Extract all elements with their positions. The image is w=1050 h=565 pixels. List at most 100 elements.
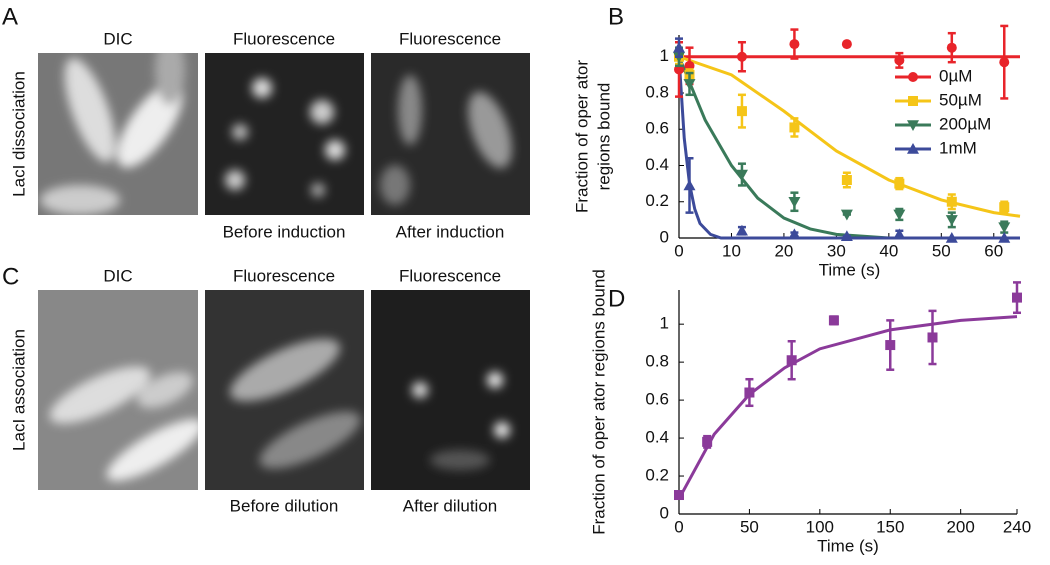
marker: [946, 42, 957, 53]
image-caption: After dilution: [403, 496, 498, 515]
y-tick-label: 1: [660, 46, 669, 65]
y-axis-label: Fraction of oper ator regions bound: [589, 269, 608, 535]
marker: [945, 215, 958, 226]
image-title: Fluorescence: [399, 29, 501, 48]
marker: [702, 436, 713, 447]
x-tick-label: 100: [806, 517, 834, 536]
fluorescence-image: [371, 290, 530, 490]
x-tick-label: 150: [876, 517, 904, 536]
fit-line: [677, 315, 1018, 500]
marker: [998, 232, 1011, 243]
legend-label: 0µM: [939, 66, 972, 85]
x-tick-label: 50: [932, 241, 951, 260]
marker: [999, 57, 1010, 68]
fit-line: [677, 56, 1020, 240]
marker: [788, 196, 801, 208]
image-title: Fluorescence: [399, 266, 501, 285]
marker: [736, 106, 747, 117]
marker: [841, 175, 852, 185]
marker: [946, 196, 957, 207]
y-tick-label: 0.2: [645, 466, 669, 485]
fluorescence-image: [371, 53, 530, 215]
marker: [840, 209, 853, 221]
marker: [674, 490, 684, 501]
row-label: LacI dissociation: [9, 71, 28, 197]
images: [38, 53, 530, 490]
image-title: Fluorescence: [233, 29, 335, 48]
y-tick-label: 0.6: [645, 390, 669, 409]
y-tick-label: 0.4: [645, 155, 669, 174]
marker: [907, 143, 919, 154]
marker: [789, 122, 800, 133]
image-caption: Before dilution: [230, 496, 339, 515]
marker: [786, 355, 797, 366]
legend-label: 1mM: [939, 138, 977, 157]
dic-image: [38, 290, 198, 490]
marker: [908, 96, 918, 106]
marker: [894, 55, 905, 66]
marker: [908, 72, 918, 82]
marker: [1012, 292, 1022, 303]
marker: [998, 222, 1011, 234]
marker: [828, 315, 839, 326]
y-tick-label: 0: [660, 503, 669, 522]
marker: [927, 332, 938, 343]
y-axis-label: regions bound: [594, 83, 613, 191]
dic-image: [38, 53, 198, 215]
y-tick-label: 0.8: [645, 352, 669, 371]
image-title: DIC: [103, 29, 132, 48]
panel-letter: C: [2, 263, 19, 290]
marker: [735, 169, 748, 181]
image-title: Fluorescence: [233, 266, 335, 285]
marker: [840, 230, 853, 241]
marker: [907, 120, 919, 131]
x-tick-label: 20: [774, 241, 793, 260]
x-tick-label: 0: [674, 517, 683, 536]
marker: [893, 209, 906, 221]
panel-letter: D: [608, 285, 625, 312]
row-label: LacI association: [9, 329, 28, 451]
image-caption: After induction: [396, 222, 505, 241]
marker: [735, 224, 748, 236]
panel-letter: B: [608, 3, 624, 30]
x-axis-label: Time (s): [817, 536, 879, 555]
marker: [683, 179, 696, 191]
marker: [893, 228, 906, 240]
marker: [673, 41, 685, 53]
y-tick-label: 0.6: [645, 119, 669, 138]
marker: [841, 39, 852, 50]
marker: [945, 232, 958, 243]
marker: [894, 178, 905, 189]
y-tick-label: 0.2: [645, 191, 669, 210]
x-tick-label: 10: [722, 241, 741, 260]
marker: [736, 51, 747, 62]
x-tick-label: 50: [740, 517, 759, 536]
legend-label: 200µM: [939, 114, 991, 133]
marker: [683, 79, 696, 90]
image-title: DIC: [103, 266, 132, 285]
marker: [744, 387, 755, 398]
x-tick-label: 200: [946, 517, 974, 536]
fluorescence-image: [205, 290, 364, 490]
x-tick-label: 0: [674, 241, 683, 260]
x-tick-label: 60: [984, 241, 1003, 260]
y-tick-label: 1: [660, 314, 669, 333]
x-tick-label: 240: [1003, 517, 1031, 536]
x-tick-label: 30: [827, 241, 846, 260]
y-tick-label: 0.8: [645, 82, 669, 101]
x-tick-label: 40: [879, 241, 898, 260]
marker: [788, 228, 801, 240]
marker: [885, 340, 896, 351]
y-axis-label: Fraction of oper ator: [572, 60, 591, 213]
marker: [789, 39, 800, 50]
x-axis-label: Time (s): [819, 260, 881, 279]
fit-line: [678, 55, 1021, 218]
y-tick-label: 0: [660, 227, 669, 246]
marker: [999, 202, 1010, 213]
y-tick-label: 0.4: [645, 428, 669, 447]
legend-label: 50µM: [939, 90, 982, 109]
image-caption: Before induction: [223, 222, 346, 241]
fluorescence-image: [205, 53, 364, 215]
panel-letter: A: [2, 3, 18, 30]
